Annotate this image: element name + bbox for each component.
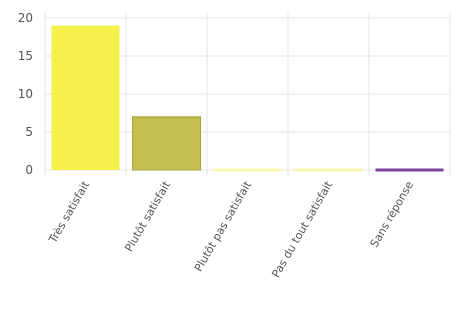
bars bbox=[51, 25, 444, 172]
x-axis-category-labels: Très satisfait Plutôt satisfait Plutôt pas… bbox=[46, 178, 416, 279]
bar-0 bbox=[51, 25, 120, 170]
x-category-label-1: Plutôt satisfait bbox=[122, 178, 173, 254]
x-category-label-3: Pas du tout satisfait bbox=[269, 178, 335, 279]
x-category-label-4: Sans réponse bbox=[368, 179, 416, 250]
y-tick-label-0: 0 bbox=[25, 163, 33, 177]
x-category-label-0: Très satisfait bbox=[46, 178, 93, 246]
bar-1 bbox=[131, 116, 202, 171]
y-tick-label-15: 15 bbox=[18, 49, 33, 63]
x-category-label-2: Plutôt pas satisfait bbox=[192, 178, 255, 273]
y-tick-label-5: 5 bbox=[25, 125, 33, 139]
vertical-gridlines bbox=[44, 12, 451, 176]
y-tick-label-10: 10 bbox=[18, 87, 33, 101]
y-tick-label-20: 20 bbox=[18, 11, 33, 25]
bar-2 bbox=[213, 168, 282, 172]
y-axis-tick-labels: 0 5 10 15 20 bbox=[18, 11, 33, 177]
bar-3 bbox=[294, 168, 363, 172]
bar-4 bbox=[375, 168, 444, 172]
